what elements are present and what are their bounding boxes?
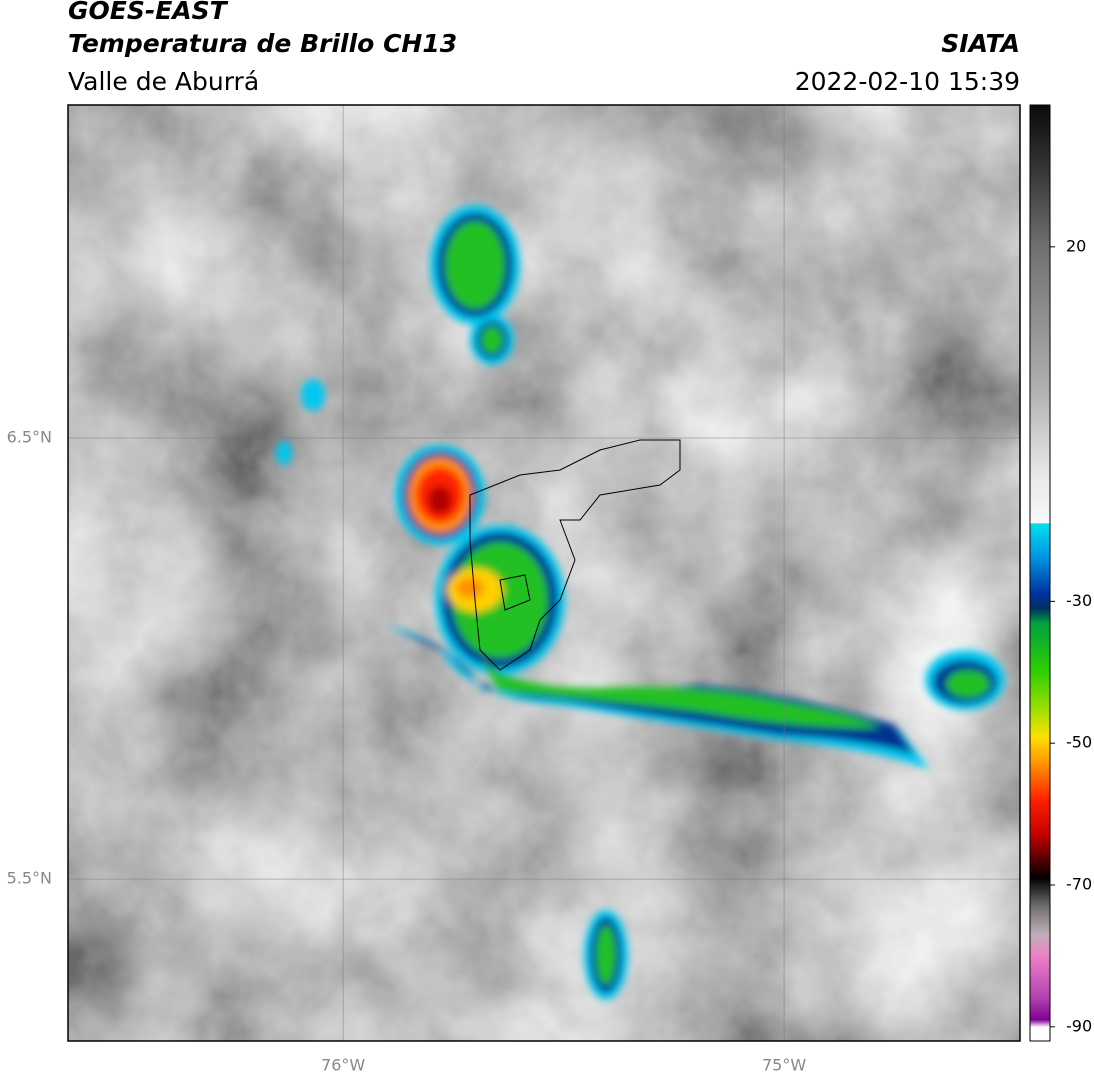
map-frame: [67, 104, 1021, 1042]
colorbar-segment: [1030, 246, 1050, 390]
colorbar-tick-label: 20: [1066, 236, 1086, 255]
municipal-boundaries: [469, 439, 681, 671]
colorbar-segment: [1030, 622, 1050, 673]
datetime: 2022-02-10 15:39: [795, 67, 1020, 96]
colorbar-tick-label: -90: [1066, 1016, 1092, 1035]
colorbar-segment: [1030, 175, 1050, 248]
colorbar-segment: [1030, 672, 1050, 716]
colorbar-tick-label: -50: [1066, 733, 1092, 752]
colorbar-segment: [1030, 608, 1050, 624]
map: [68, 105, 1020, 1041]
lat-tick-label: 5.5°N: [7, 869, 52, 888]
colorbar-segment: [1030, 799, 1050, 836]
colorbar-segment: [1030, 998, 1050, 1021]
subtitle: Temperatura de Brillo CH13: [68, 29, 457, 58]
colorbar-segment: [1030, 558, 1050, 595]
colorbar-segment: [1030, 594, 1050, 609]
colorbar-segment: [1030, 1026, 1050, 1042]
lon-tick-label: 75°W: [762, 1056, 806, 1075]
colorbar-segment: [1030, 877, 1050, 907]
storm-cells: [276, 205, 1005, 1000]
colorbar-frame: [1029, 104, 1051, 1042]
colorbar-segment: [1030, 523, 1050, 560]
colorbar-segment: [1030, 1019, 1050, 1028]
lon-tick-label: 76°W: [321, 1056, 365, 1075]
source: SIATA: [941, 29, 1020, 58]
colorbar-segment: [1030, 736, 1050, 765]
colorbar-tick-label: -30: [1066, 591, 1092, 610]
colorbar-segment: [1030, 934, 1050, 957]
colorbar-segment: [1030, 906, 1050, 936]
colorbar-segment: [1030, 835, 1050, 865]
colorbar-segment: [1030, 714, 1050, 737]
colorbar-segment: [1030, 388, 1050, 475]
title: GOES-EAST: [68, 0, 229, 25]
colorbar-segment: [1030, 105, 1050, 177]
lat-tick-label: 6.5°N: [7, 428, 52, 447]
colorbar-segment: [1030, 764, 1050, 801]
colorbar-segment: [1030, 863, 1050, 879]
colorbar-tick-label: -70: [1066, 875, 1092, 894]
region: Valle de Aburrá: [68, 67, 259, 96]
colorbar-segment: [1030, 955, 1050, 999]
colorbar-segment: [1030, 473, 1050, 524]
